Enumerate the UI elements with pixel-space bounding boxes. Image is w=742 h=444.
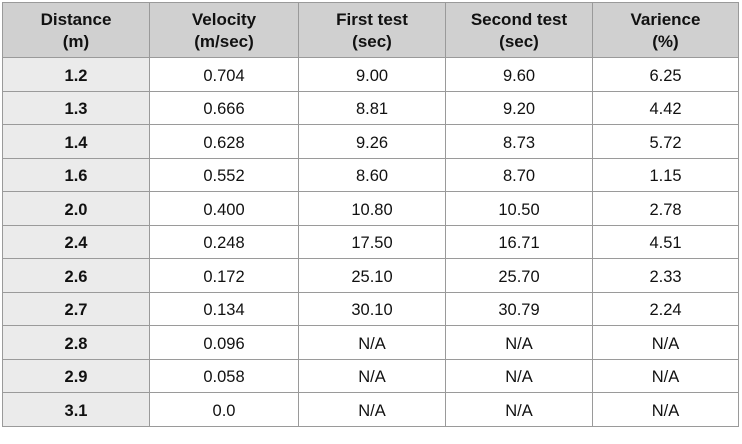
header-velocity-title: Velocity: [191, 10, 257, 29]
table-row: 2.8 0.096 N/A N/A N/A: [2, 325, 739, 360]
cell-velocity: 0.248: [149, 224, 299, 259]
cell-distance: 2.7: [2, 291, 150, 326]
cell-variance: N/A: [592, 392, 739, 427]
header-first-test-title: First test: [336, 10, 408, 29]
cell-distance: 2.9: [2, 358, 150, 393]
table-row: 2.7 0.134 30.10 30.79 2.24: [2, 291, 739, 326]
header-second-test-title: Second test: [470, 10, 568, 29]
table-body: 1.2 0.704 9.00 9.60 6.25 1.3 0.666 8.81 …: [2, 57, 739, 427]
cell-second-test: 9.60: [445, 57, 593, 92]
cell-second-test: 25.70: [445, 258, 593, 293]
cell-velocity: 0.400: [149, 191, 299, 226]
cell-velocity: 0.666: [149, 90, 299, 125]
table-row: 3.1 0.0 N/A N/A N/A: [2, 392, 739, 427]
cell-second-test: N/A: [445, 392, 593, 427]
header-velocity: Velocity (m/sec): [149, 2, 299, 58]
cell-velocity: 0.172: [149, 258, 299, 293]
table-row: 1.6 0.552 8.60 8.70 1.15: [2, 157, 739, 192]
cell-distance: 1.4: [2, 124, 150, 159]
cell-variance: 1.15: [592, 157, 739, 192]
cell-velocity: 0.0: [149, 392, 299, 427]
cell-distance: 2.6: [2, 258, 150, 293]
cell-second-test: 16.71: [445, 224, 593, 259]
cell-velocity: 0.134: [149, 291, 299, 326]
cell-distance: 3.1: [2, 392, 150, 427]
cell-first-test: N/A: [298, 358, 446, 393]
header-distance-title: Distance: [40, 10, 112, 29]
cell-first-test: 8.60: [298, 157, 446, 192]
cell-velocity: 0.704: [149, 57, 299, 92]
cell-second-test: 9.20: [445, 90, 593, 125]
cell-distance: 2.8: [2, 325, 150, 360]
data-table-container: Distance (m) Velocity (m/sec) First test…: [2, 2, 739, 427]
header-distance-unit: (m): [62, 32, 90, 51]
cell-first-test: 25.10: [298, 258, 446, 293]
cell-second-test: N/A: [445, 358, 593, 393]
cell-first-test: N/A: [298, 392, 446, 427]
cell-velocity: 0.058: [149, 358, 299, 393]
table-row: 1.4 0.628 9.26 8.73 5.72: [2, 124, 739, 159]
cell-first-test: 8.81: [298, 90, 446, 125]
cell-distance: 1.6: [2, 157, 150, 192]
cell-variance: N/A: [592, 325, 739, 360]
table-row: 2.4 0.248 17.50 16.71 4.51: [2, 224, 739, 259]
cell-second-test: N/A: [445, 325, 593, 360]
cell-distance: 1.2: [2, 57, 150, 92]
header-distance: Distance (m): [2, 2, 150, 58]
header-variance-unit: (%): [652, 32, 679, 51]
cell-distance: 2.4: [2, 224, 150, 259]
cell-first-test: 9.00: [298, 57, 446, 92]
cell-second-test: 10.50: [445, 191, 593, 226]
cell-first-test: 17.50: [298, 224, 446, 259]
cell-variance: 5.72: [592, 124, 739, 159]
cell-variance: 2.24: [592, 291, 739, 326]
header-first-test-unit: (sec): [352, 32, 392, 51]
cell-distance: 2.0: [2, 191, 150, 226]
cell-second-test: 30.79: [445, 291, 593, 326]
table-row: 2.9 0.058 N/A N/A N/A: [2, 358, 739, 393]
cell-variance: 6.25: [592, 57, 739, 92]
cell-velocity: 0.096: [149, 325, 299, 360]
table-row: 2.0 0.400 10.80 10.50 2.78: [2, 191, 739, 226]
header-second-test: Second test (sec): [445, 2, 593, 58]
data-table: Distance (m) Velocity (m/sec) First test…: [2, 2, 739, 427]
cell-second-test: 8.73: [445, 124, 593, 159]
cell-velocity: 0.552: [149, 157, 299, 192]
header-row: Distance (m) Velocity (m/sec) First test…: [2, 2, 739, 58]
table-row: 1.3 0.666 8.81 9.20 4.42: [2, 90, 739, 125]
cell-variance: 4.42: [592, 90, 739, 125]
table-header: Distance (m) Velocity (m/sec) First test…: [2, 2, 739, 58]
cell-variance: 2.33: [592, 258, 739, 293]
table-row: 1.2 0.704 9.00 9.60 6.25: [2, 57, 739, 92]
table-row: 2.6 0.172 25.10 25.70 2.33: [2, 258, 739, 293]
header-second-test-unit: (sec): [499, 32, 539, 51]
cell-variance: N/A: [592, 358, 739, 393]
header-variance-title: Varience: [630, 10, 701, 29]
cell-first-test: 10.80: [298, 191, 446, 226]
header-velocity-unit: (m/sec): [194, 32, 254, 51]
cell-first-test: 9.26: [298, 124, 446, 159]
cell-distance: 1.3: [2, 90, 150, 125]
cell-first-test: 30.10: [298, 291, 446, 326]
header-first-test: First test (sec): [298, 2, 446, 58]
cell-variance: 4.51: [592, 224, 739, 259]
cell-first-test: N/A: [298, 325, 446, 360]
cell-velocity: 0.628: [149, 124, 299, 159]
cell-second-test: 8.70: [445, 157, 593, 192]
cell-variance: 2.78: [592, 191, 739, 226]
header-variance: Varience (%): [592, 2, 739, 58]
